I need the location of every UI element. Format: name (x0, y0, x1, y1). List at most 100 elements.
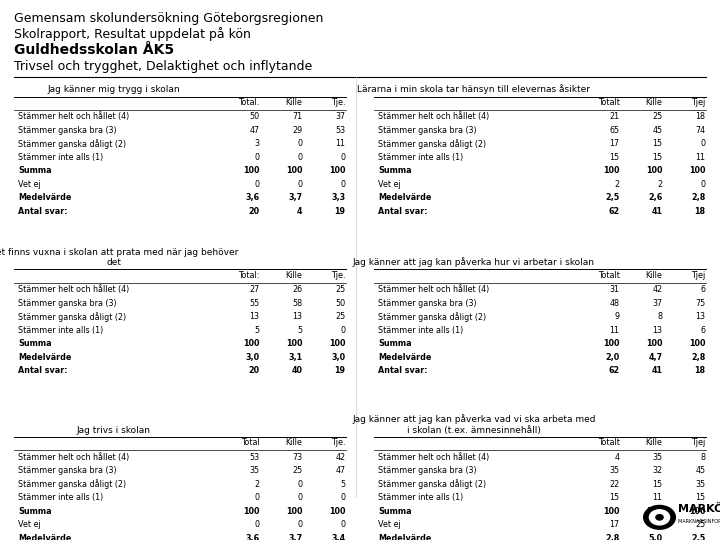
Text: Antal svar:: Antal svar: (18, 207, 68, 216)
Text: 0: 0 (297, 139, 302, 148)
Text: Stämmer helt och hållet (4): Stämmer helt och hållet (4) (378, 112, 490, 122)
Text: 31: 31 (610, 285, 619, 294)
Text: 0: 0 (254, 153, 259, 162)
Text: 71: 71 (292, 112, 302, 122)
Text: 50: 50 (249, 112, 259, 122)
Text: 13: 13 (696, 312, 706, 321)
Text: 18: 18 (696, 112, 706, 122)
Text: Antal svar:: Antal svar: (18, 366, 68, 375)
Text: Antal svar:: Antal svar: (378, 366, 428, 375)
Text: 100: 100 (646, 166, 662, 176)
Text: 55: 55 (249, 299, 259, 308)
Text: Stämmer inte alls (1): Stämmer inte alls (1) (378, 326, 463, 335)
Text: Stämmer ganska bra (3): Stämmer ganska bra (3) (18, 466, 117, 475)
Text: 2: 2 (657, 180, 662, 189)
Text: 0: 0 (341, 493, 346, 502)
Text: 3,6: 3,6 (246, 534, 259, 540)
Text: Summa: Summa (378, 339, 412, 348)
Text: Stämmer ganska dåligt (2): Stämmer ganska dåligt (2) (18, 139, 126, 149)
Text: 0: 0 (341, 180, 346, 189)
Text: Stämmer ganska dåligt (2): Stämmer ganska dåligt (2) (378, 312, 486, 322)
Text: Total:: Total: (238, 271, 259, 280)
Text: 0: 0 (297, 480, 302, 489)
Text: 41: 41 (652, 366, 662, 375)
Text: Stämmer ganska bra (3): Stämmer ganska bra (3) (378, 466, 477, 475)
Text: Jag känner att jag kan påverka hur vi arbetar i skolan: Jag känner att jag kan påverka hur vi ar… (353, 258, 595, 267)
Text: 11: 11 (610, 326, 619, 335)
Text: 0: 0 (254, 493, 259, 502)
Text: 0: 0 (297, 180, 302, 189)
Text: 0: 0 (701, 180, 706, 189)
Text: 3,6: 3,6 (246, 193, 259, 202)
Text: 100: 100 (646, 507, 662, 516)
Text: 3,0: 3,0 (246, 353, 259, 362)
Text: Vet ej: Vet ej (18, 180, 41, 189)
Text: 53: 53 (336, 126, 346, 135)
Text: 74: 74 (696, 126, 706, 135)
Text: Jag känner att jag kan påverka vad vi ska arbeta med
i skolan (t.ex. ämnesinnehå: Jag känner att jag kan påverka vad vi sk… (352, 414, 595, 435)
Text: 100: 100 (286, 339, 302, 348)
Text: 3: 3 (254, 139, 259, 148)
Text: Guldhedsskolan ÅK5: Guldhedsskolan ÅK5 (14, 43, 174, 57)
Text: 100: 100 (329, 339, 346, 348)
Text: 100: 100 (603, 166, 619, 176)
Text: 37: 37 (336, 112, 346, 122)
Text: Stämmer ganska dåligt (2): Stämmer ganska dåligt (2) (18, 312, 126, 322)
Text: Tjej: Tjej (691, 438, 706, 448)
Text: 3,4: 3,4 (331, 534, 346, 540)
Text: Kille: Kille (646, 438, 662, 448)
Text: Stämmer ganska dåligt (2): Stämmer ganska dåligt (2) (378, 139, 486, 149)
Text: 27: 27 (249, 285, 259, 294)
Text: Skolrapport, Resultat uppdelat på kön: Skolrapport, Resultat uppdelat på kön (14, 27, 251, 41)
Text: 11: 11 (652, 493, 662, 502)
Text: Medelvärde: Medelvärde (378, 353, 431, 362)
Text: 40: 40 (292, 366, 302, 375)
Text: 2,5: 2,5 (606, 193, 619, 202)
Text: 3,1: 3,1 (289, 353, 302, 362)
Text: 50: 50 (336, 299, 346, 308)
Text: 13: 13 (292, 312, 302, 321)
Text: Medelvärde: Medelvärde (18, 534, 71, 540)
Text: Tje.: Tje. (331, 98, 346, 107)
Text: Stämmer ganska bra (3): Stämmer ganska bra (3) (18, 299, 117, 308)
Text: Total.: Total. (238, 98, 259, 107)
Text: 5,0: 5,0 (649, 534, 662, 540)
Text: MARKÖR: MARKÖR (678, 504, 720, 514)
Text: 3,7: 3,7 (289, 193, 302, 202)
Text: 18: 18 (695, 366, 706, 375)
Text: 32: 32 (652, 466, 662, 475)
Text: 75: 75 (696, 299, 706, 308)
Text: 0: 0 (701, 139, 706, 148)
Text: Gemensam skolundersökning Göteborgsregionen: Gemensam skolundersökning Göteborgsregio… (14, 12, 324, 25)
Text: 5: 5 (341, 480, 346, 489)
Text: 0: 0 (297, 153, 302, 162)
Text: Stämmer helt och hållet (4): Stämmer helt och hållet (4) (18, 112, 130, 122)
Text: 0: 0 (341, 326, 346, 335)
Text: 2,0: 2,0 (606, 353, 619, 362)
Text: 2,8: 2,8 (691, 353, 706, 362)
Text: Totalt: Totalt (598, 271, 619, 280)
Text: 15: 15 (652, 153, 662, 162)
Text: 9: 9 (614, 312, 619, 321)
Text: Stämmer helt och hållet (4): Stämmer helt och hållet (4) (18, 453, 130, 462)
Text: 15: 15 (609, 153, 619, 162)
Text: 15: 15 (652, 139, 662, 148)
Text: 100: 100 (603, 339, 619, 348)
Text: Lärarna i min skola tar hänsyn till elevernas åsikter: Lärarna i min skola tar hänsyn till elev… (357, 85, 590, 94)
Text: 18: 18 (695, 207, 706, 216)
Text: Tje.: Tje. (331, 271, 346, 280)
Text: 26: 26 (292, 285, 302, 294)
Text: Antal svar:: Antal svar: (378, 207, 428, 216)
Text: 0: 0 (254, 520, 259, 529)
Text: Summa: Summa (18, 507, 52, 516)
Text: Vet ej: Vet ej (18, 520, 41, 529)
Text: Stämmer inte alls (1): Stämmer inte alls (1) (18, 153, 103, 162)
Text: 100: 100 (689, 507, 706, 516)
Text: 2,8: 2,8 (605, 534, 619, 540)
Text: 11: 11 (336, 139, 346, 148)
Text: Stämmer helt och hållet (4): Stämmer helt och hållet (4) (378, 453, 490, 462)
Text: 2: 2 (614, 180, 619, 189)
Text: 3,7: 3,7 (289, 534, 302, 540)
Text: 100: 100 (329, 166, 346, 176)
Text: 21: 21 (609, 112, 619, 122)
